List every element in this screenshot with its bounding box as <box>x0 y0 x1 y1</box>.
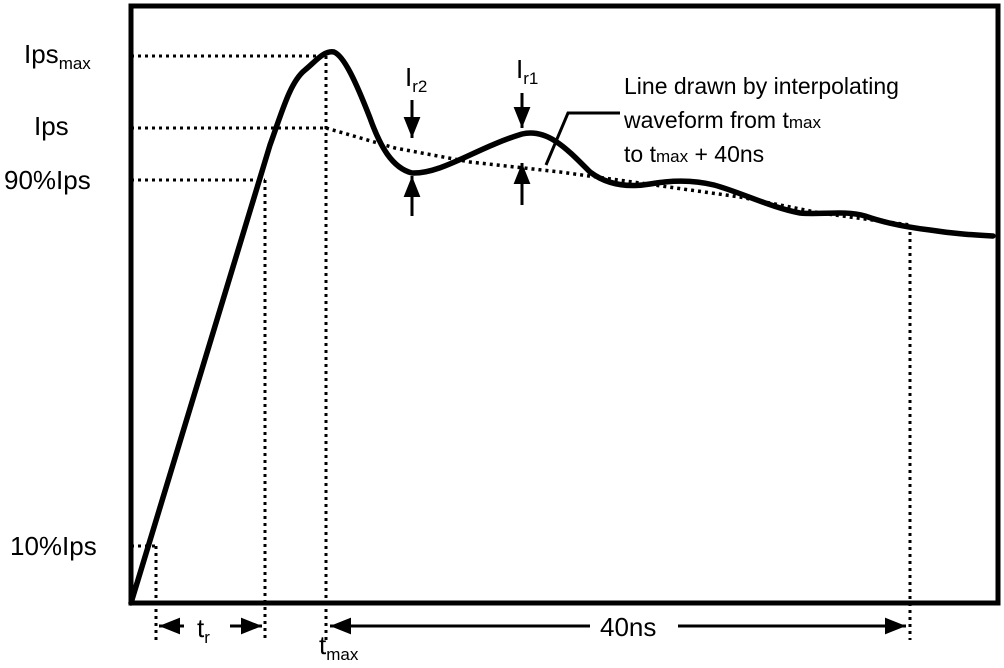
tmax-label: tmax <box>319 630 359 664</box>
annotation-line-1: Line drawn by interpolating <box>624 73 899 99</box>
level-guides <box>131 54 326 548</box>
ips90-label: 90%Ips <box>4 165 91 195</box>
plot-frame <box>128 3 1001 606</box>
annotation-leader <box>544 111 620 166</box>
ir2-label: Ir2 <box>405 62 427 96</box>
ipsmax-label: Ipsmax <box>24 39 91 73</box>
annotation-line-3: to tmax + 40ns <box>624 141 764 167</box>
waveform-curve <box>128 49 996 606</box>
time-guides <box>154 56 912 640</box>
tr-label: tr <box>197 613 210 647</box>
40ns-label: 40ns <box>600 612 656 642</box>
ips10-label: 10%Ips <box>10 531 97 561</box>
ips-label: Ips <box>34 111 69 141</box>
interpolation-line <box>325 126 911 227</box>
annotation-line-2: waveform from tmax <box>623 107 821 133</box>
ir1-label: Ir1 <box>516 54 538 88</box>
